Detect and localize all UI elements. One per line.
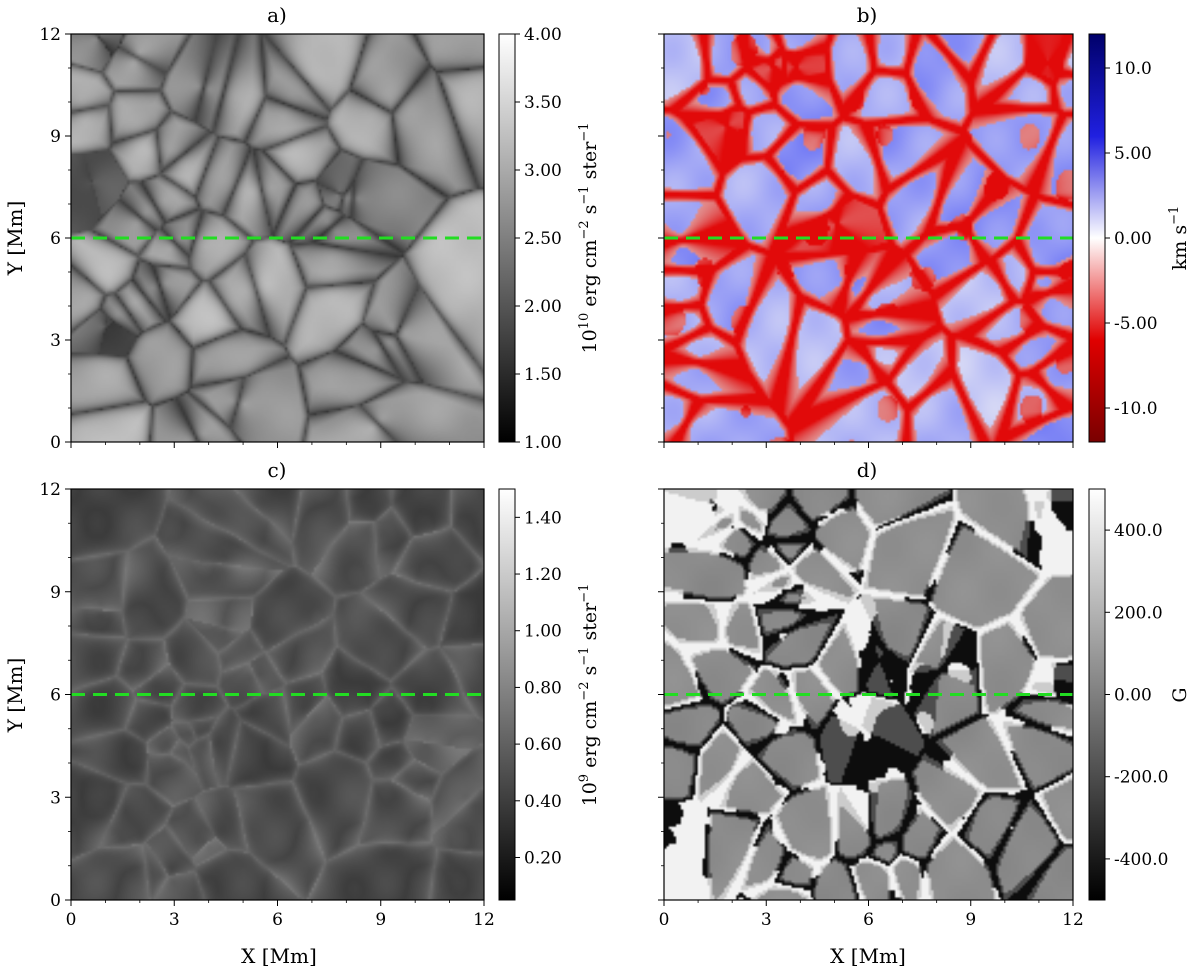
panel-a-title: a) xyxy=(267,3,287,27)
panel-a-ytick-label-4: 12 xyxy=(39,25,61,45)
panel-c-ytick-label-2: 6 xyxy=(50,686,61,706)
panel-b-title: b) xyxy=(857,3,878,27)
panel-c-ylabel: Y [Mm] xyxy=(3,658,27,734)
panel-c: c) 0 3 6 9 12 0 3 6 9 12 0.20 0.40 0.60 0.80 1.00 1.20 1… xyxy=(3,458,601,968)
panel-d-xtick-label-4: 12 xyxy=(1062,910,1084,930)
panel-a-cbtick-label-4: 3.00 xyxy=(524,161,562,181)
panel-a-cbtick-label-3: 2.50 xyxy=(524,229,562,249)
panel-c-ytick-label-4: 12 xyxy=(39,480,61,500)
panel-a-ytick-label-2: 6 xyxy=(50,229,61,249)
panel-d-xtick-label-2: 6 xyxy=(863,910,874,930)
panel-d-xtick-label-1: 3 xyxy=(761,910,772,930)
panel-a-cbtick-label-0: 1.00 xyxy=(524,433,562,453)
panel-c-ytick-label-3: 9 xyxy=(50,583,61,603)
panel-d-xtick-label-3: 9 xyxy=(965,910,976,930)
panel-a-colorbar xyxy=(498,33,516,443)
panel-d: d) 0 3 6 9 12 -400.0 -200.0 0.00 200.0 400.0 X [M… xyxy=(658,458,1191,968)
panel-d-colorbar-label: G xyxy=(1169,687,1191,702)
panel-a-colorbar-label: 1010 erg cm−2 s−1 ster−1 xyxy=(577,122,601,353)
panel-c-colorbar-label: 109 erg cm−2 s−1 ster−1 xyxy=(577,584,601,807)
panel-b-cbtick-label-0: -10.0 xyxy=(1114,399,1158,419)
panel-c-ytick-label-1: 3 xyxy=(50,788,61,808)
panel-b-cbtick-label-1: -5.00 xyxy=(1114,314,1158,334)
panel-b: b) -10.0 -5.00 0.00 5.00 10.0 km s−1 xyxy=(658,3,1191,448)
panel-a-cbtick-label-1: 1.50 xyxy=(524,365,562,385)
panel-d-title: d) xyxy=(857,458,878,482)
panel-c-xtick-label-2: 6 xyxy=(272,910,283,930)
panel-c-colorbar xyxy=(498,488,516,901)
panel-d-colorbar xyxy=(1088,488,1106,901)
panel-a-cbtick-label-5: 3.50 xyxy=(524,93,562,113)
panel-d-cbtick-label-2: 0.00 xyxy=(1114,686,1152,706)
panel-d-cbtick-label-0: -400.0 xyxy=(1114,850,1168,870)
panel-b-cbtick-label-3: 5.00 xyxy=(1114,144,1152,164)
panel-c-cbtick-label-3: 0.80 xyxy=(524,678,562,698)
panel-b-colorbar-label: km s−1 xyxy=(1167,206,1191,271)
panel-d-cbtick-label-3: 200.0 xyxy=(1114,603,1163,623)
panel-c-xtick-label-4: 12 xyxy=(473,910,495,930)
panel-a-plot: 0 3 6 9 12 1.00 1.50 2.00 2.50 3.00 3.50 4.00 xyxy=(39,25,562,453)
panel-c-cbtick-label-1: 0.40 xyxy=(524,792,562,812)
panel-b-plot: -10.0 -5.00 0.00 5.00 10.0 xyxy=(658,33,1158,448)
panel-a-cbtick-label-6: 4.00 xyxy=(524,25,562,45)
panel-c-xtick-label-3: 9 xyxy=(375,910,386,930)
panel-c-title: c) xyxy=(267,458,286,482)
panel-b-colorbar xyxy=(1088,33,1106,443)
panel-d-cbtick-label-1: -200.0 xyxy=(1114,768,1168,788)
panel-a-cbtick-label-2: 2.00 xyxy=(524,297,562,317)
panel-c-xtick-label-0: 0 xyxy=(66,910,77,930)
panel-c-xlabel: X [Mm] xyxy=(241,944,317,968)
panel-a-ytick-label-1: 3 xyxy=(50,331,61,351)
panel-c-cbtick-label-5: 1.20 xyxy=(524,565,562,585)
panel-c-cbtick-label-6: 1.40 xyxy=(524,508,562,528)
panel-a: a) 0 3 6 9 12 1.00 1.50 2.00 2.50 3.00 3.50 4.00 Y … xyxy=(3,3,601,453)
panel-b-cbtick-label-2: 0.00 xyxy=(1114,229,1152,249)
panel-c-cbtick-label-4: 1.00 xyxy=(524,622,562,642)
panel-c-plot: 0 3 6 9 12 0 3 6 9 12 0.20 0.40 0.60 0.80 1.00 1.20 1.40 xyxy=(39,480,562,930)
panel-a-ytick-label-0: 0 xyxy=(50,433,61,453)
panel-c-ytick-label-0: 0 xyxy=(50,891,61,911)
panel-d-cbtick-label-4: 400.0 xyxy=(1114,521,1163,541)
panel-a-ytick-label-3: 9 xyxy=(50,127,61,147)
panel-d-xtick-label-0: 0 xyxy=(659,910,670,930)
panel-c-cbtick-label-2: 0.60 xyxy=(524,735,562,755)
panel-b-cbtick-label-4: 10.0 xyxy=(1114,59,1152,79)
panel-c-xtick-label-1: 3 xyxy=(169,910,180,930)
panel-c-cbtick-label-0: 0.20 xyxy=(524,848,562,868)
panel-a-ylabel: Y [Mm] xyxy=(3,201,27,277)
panel-d-plot: 0 3 6 9 12 -400.0 -200.0 0.00 200.0 400.0 xyxy=(658,488,1168,930)
panel-d-xlabel: X [Mm] xyxy=(830,944,906,968)
